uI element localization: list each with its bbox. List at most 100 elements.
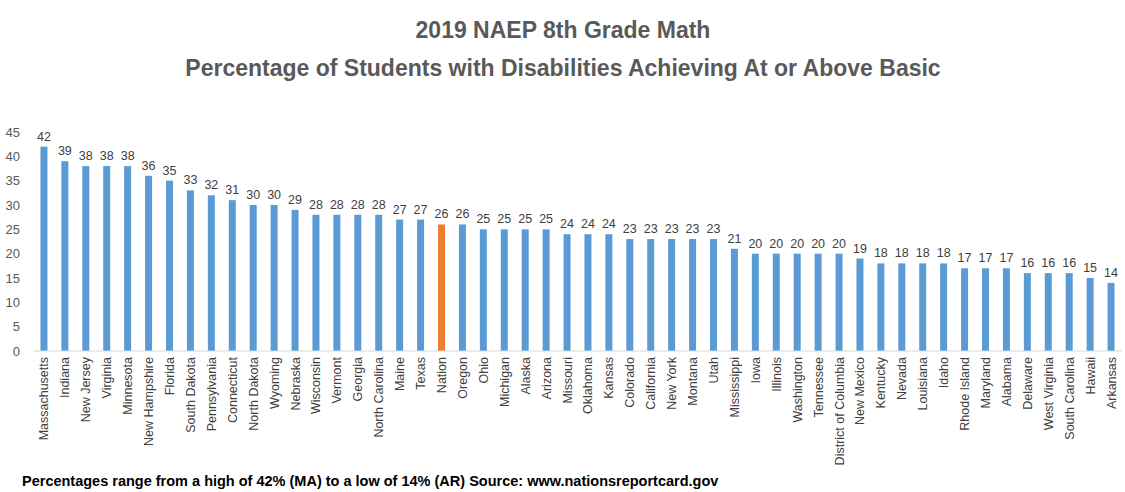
- bars: [40, 147, 1114, 351]
- data-label: 24: [602, 217, 616, 231]
- data-label: 27: [414, 203, 428, 217]
- x-tick-label: Vermont: [330, 356, 344, 403]
- bar: [187, 190, 194, 351]
- x-tick-label: North Carolina: [372, 357, 386, 438]
- x-tick-label: Illinois: [770, 357, 784, 392]
- data-label: 30: [246, 188, 260, 202]
- y-tick-label: 30: [6, 198, 20, 213]
- data-label: 17: [999, 251, 1013, 265]
- data-label: 17: [979, 251, 993, 265]
- x-tick-label: Nebraska: [289, 357, 303, 411]
- x-tick-label: Minnesota: [121, 357, 135, 415]
- x-tick-label: Mississippi: [728, 357, 742, 417]
- data-label: 33: [183, 173, 197, 187]
- data-label: 25: [539, 212, 553, 226]
- x-tick-label: Louisiana: [916, 357, 930, 411]
- bar: [1024, 273, 1031, 351]
- data-label: 25: [476, 212, 490, 226]
- bar: [354, 215, 361, 351]
- data-label: 20: [748, 237, 762, 251]
- x-tick-label: Alabama: [1000, 357, 1014, 406]
- data-label: 19: [853, 242, 867, 256]
- x-tick-label: Utah: [707, 357, 721, 383]
- x-tick-label: South Dakota: [184, 357, 198, 433]
- data-label: 17: [958, 251, 972, 265]
- bar: [145, 176, 152, 351]
- data-label: 30: [267, 188, 281, 202]
- x-tick-label: Delaware: [1021, 357, 1035, 410]
- x-tick-label: Missouri: [561, 357, 575, 404]
- x-tick-label: Massachusetts: [37, 357, 51, 440]
- bar: [480, 229, 487, 351]
- bar: [208, 195, 215, 351]
- x-tick-label: Arkansas: [1105, 357, 1119, 409]
- x-tick-label: New Hampshire: [142, 357, 156, 446]
- data-label: 16: [1020, 256, 1034, 270]
- bar: [773, 254, 780, 351]
- bar: [877, 263, 884, 351]
- bar: [1045, 273, 1052, 351]
- bar: [522, 229, 529, 351]
- data-label: 26: [455, 207, 469, 221]
- bar: [668, 239, 675, 351]
- x-tick-label: Montana: [686, 357, 700, 406]
- data-label: 20: [790, 237, 804, 251]
- bar: [103, 166, 110, 351]
- x-tick-label: Tennessee: [812, 357, 826, 418]
- data-label: 23: [665, 222, 679, 236]
- bar: [752, 254, 759, 351]
- data-label: 23: [686, 222, 700, 236]
- bar: [501, 229, 508, 351]
- x-tick-label: New Mexico: [853, 357, 867, 425]
- bar: [605, 234, 612, 351]
- bar: [564, 234, 571, 351]
- x-tick-label: Maryland: [979, 357, 993, 408]
- x-tick-label: New York: [665, 356, 679, 410]
- bar: [626, 239, 633, 351]
- data-label: 21: [727, 232, 741, 246]
- data-label: 23: [644, 222, 658, 236]
- x-tick-label: Pennsylvania: [205, 357, 219, 431]
- x-tick-label: Connecticut: [226, 356, 240, 423]
- x-tick-label: Wisconsin: [309, 357, 323, 414]
- x-tick-label: Iowa: [749, 357, 763, 383]
- x-tick-label: Kansas: [602, 357, 616, 399]
- bar: [689, 239, 696, 351]
- data-label: 24: [560, 217, 574, 231]
- bar: [40, 147, 47, 351]
- y-tick-label: 0: [13, 344, 20, 359]
- x-tick-label: South Carolina: [1063, 357, 1077, 440]
- bar: [856, 259, 863, 351]
- bar: [292, 210, 299, 351]
- x-tick-label: Hawaii: [1084, 357, 1098, 395]
- x-tick-label: District of Columbia: [833, 357, 847, 465]
- data-label: 14: [1104, 266, 1118, 280]
- data-label: 18: [895, 246, 909, 260]
- bar: [731, 249, 738, 351]
- data-label: 20: [832, 237, 846, 251]
- data-label: 29: [288, 193, 302, 207]
- x-tick-label: West Virginia: [1042, 357, 1056, 430]
- x-tick-label: Indiana: [58, 357, 72, 398]
- bar: [584, 234, 591, 351]
- bar: [794, 254, 801, 351]
- bar: [647, 239, 654, 351]
- data-label: 38: [100, 149, 114, 163]
- bar: [271, 205, 278, 351]
- bar: [1108, 283, 1115, 351]
- bar: [940, 263, 947, 351]
- bar: [961, 268, 968, 351]
- y-tick-label: 35: [6, 173, 20, 188]
- data-label: 23: [623, 222, 637, 236]
- data-label: 24: [581, 217, 595, 231]
- data-label: 27: [393, 203, 407, 217]
- data-label: 18: [937, 246, 951, 260]
- y-tick-label: 10: [6, 295, 20, 310]
- bar: [417, 220, 424, 351]
- y-tick-label: 15: [6, 271, 20, 286]
- x-tick-label: Oregon: [456, 357, 470, 399]
- bar: [375, 215, 382, 351]
- bar: [333, 215, 340, 351]
- x-tick-label: Wyoming: [268, 357, 282, 409]
- x-tick-label: Maine: [393, 357, 407, 391]
